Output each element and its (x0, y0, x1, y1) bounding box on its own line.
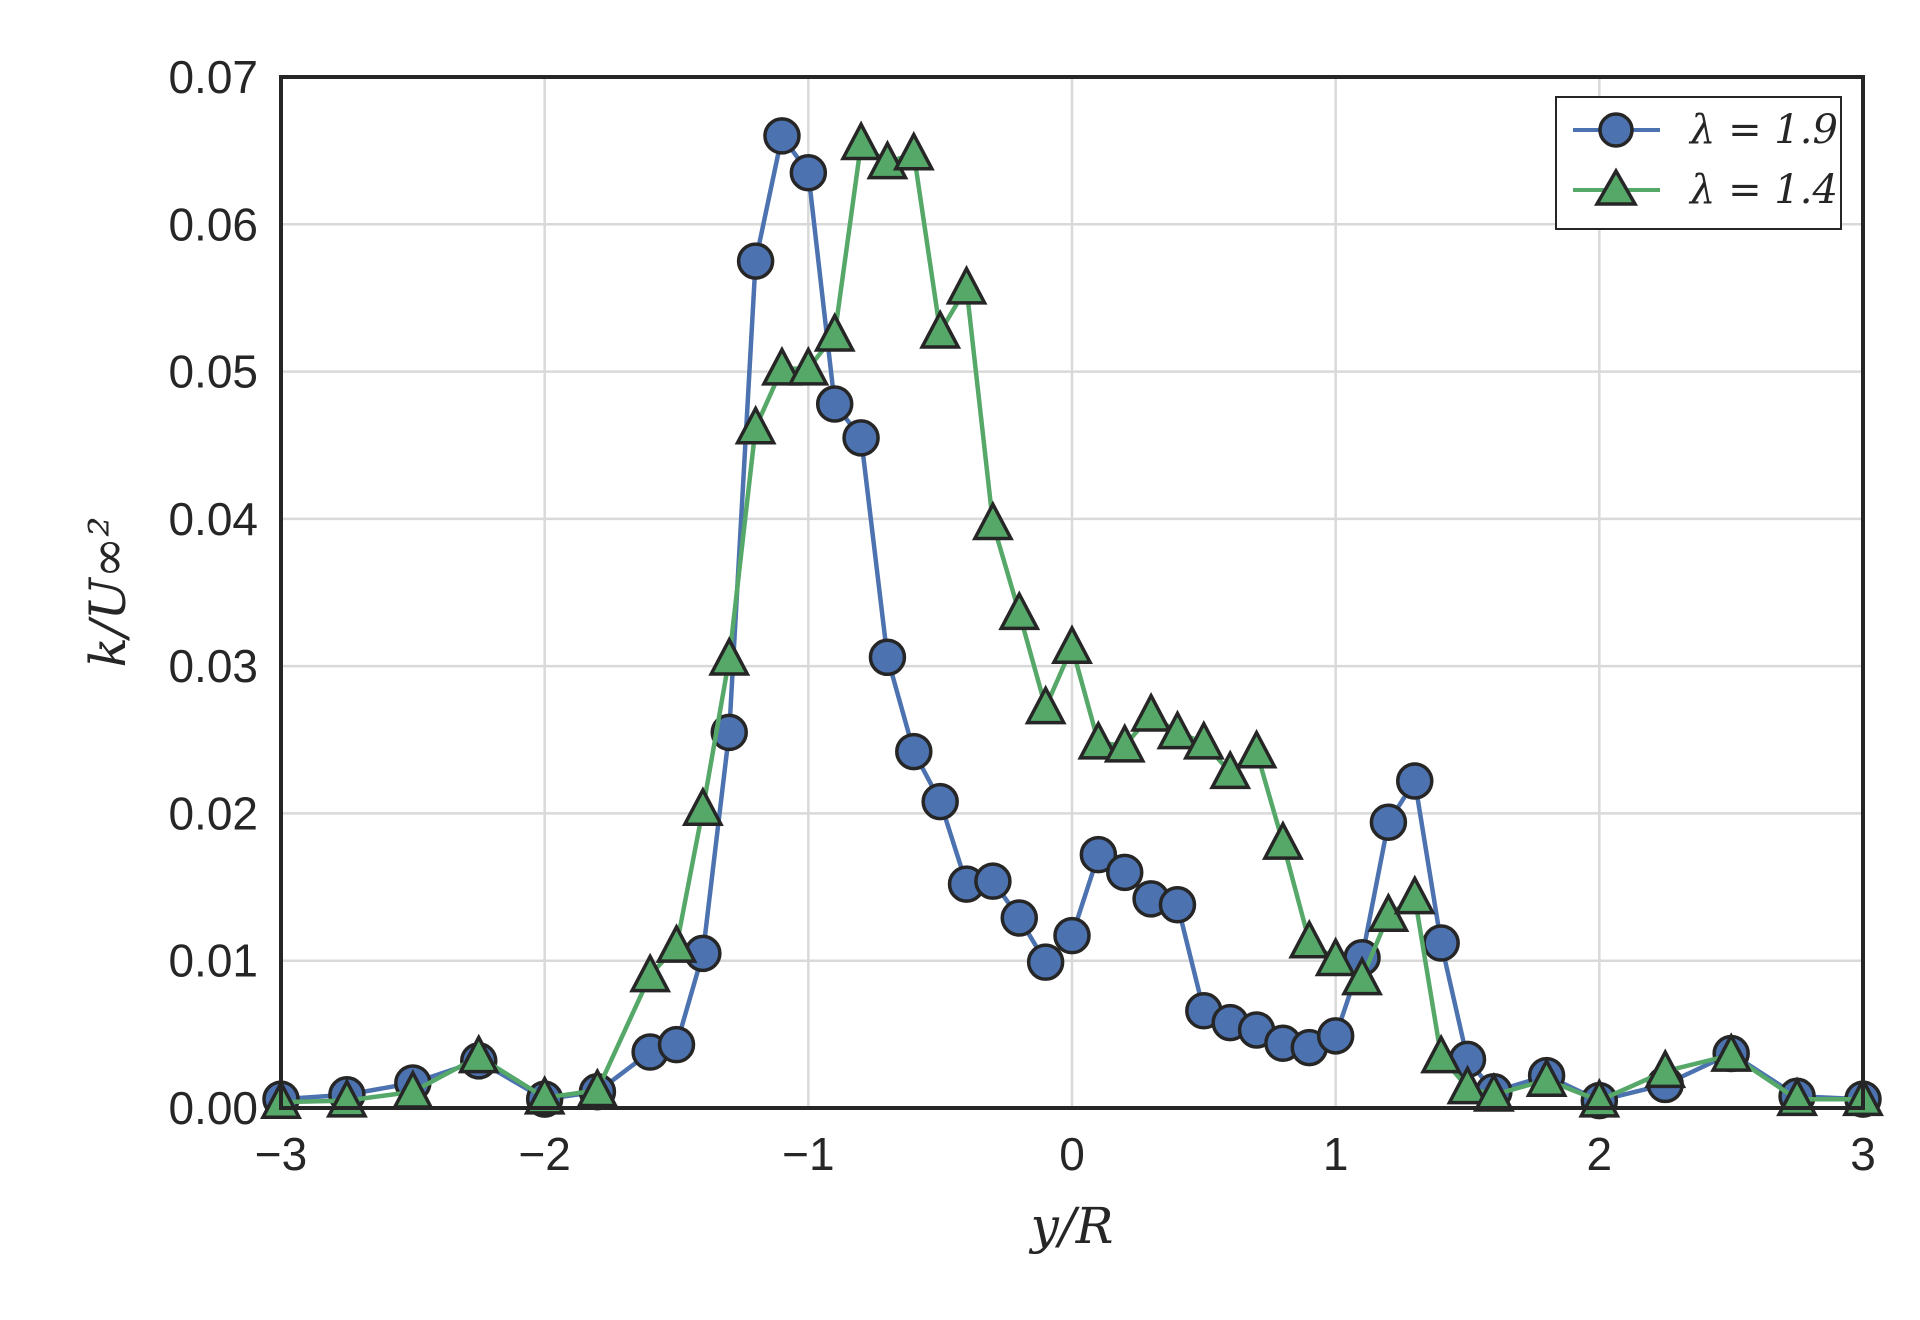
data-point (1235, 728, 1278, 769)
data-point (1396, 762, 1434, 800)
y-tick-label: 0.00 (168, 1082, 258, 1134)
y-tick-label: 0.03 (168, 640, 258, 692)
data-point (710, 713, 748, 752)
data-point (1105, 853, 1144, 892)
x-tick-label: −1 (782, 1128, 834, 1180)
data-point (815, 385, 854, 423)
data-point (895, 732, 933, 771)
data-point (1341, 955, 1383, 996)
data-point (1446, 1064, 1489, 1105)
x-tick-label: 3 (1850, 1128, 1876, 1180)
data-point (736, 242, 775, 280)
data-point (1422, 924, 1460, 962)
data-point (457, 1033, 500, 1074)
data-point (945, 264, 988, 305)
data-point (1053, 916, 1091, 955)
legend-marker-series-2 (1593, 167, 1639, 206)
series-2 (260, 120, 1884, 1120)
plot-frame (279, 75, 1865, 1110)
y-axis-title: k/U∞² (79, 517, 137, 668)
data-point (1261, 820, 1304, 860)
data-point (1079, 835, 1118, 874)
x-tick-label: 1 (1323, 1128, 1349, 1180)
data-point (681, 786, 724, 826)
data-point (1156, 709, 1199, 750)
y-tick-label: 0.02 (168, 787, 258, 839)
data-point (657, 1025, 696, 1064)
data-point (919, 309, 962, 349)
data-point (842, 419, 880, 457)
tick-labels: −3 −2 −1 0 1 2 3 0.00 0.01 0.02 0.03 0.04 0.05 0.06 0.… (168, 51, 1875, 1180)
data-point (1776, 1076, 1819, 1117)
data-point (1710, 1032, 1753, 1072)
y-tick-label: 0.04 (168, 493, 258, 545)
data-point (1420, 1033, 1463, 1074)
series-1 (262, 117, 1882, 1120)
data-point (921, 782, 959, 821)
data-point (840, 120, 883, 161)
data-point (1316, 1017, 1355, 1055)
data-point (789, 153, 828, 192)
data-point (1644, 1048, 1687, 1089)
x-tick-label: −3 (255, 1128, 307, 1180)
data-point (708, 636, 751, 676)
data-point (1288, 918, 1331, 959)
data-point (1103, 722, 1146, 763)
data-point (1314, 936, 1357, 977)
data-point (1525, 1057, 1568, 1097)
data-point (813, 312, 856, 352)
data-point (1182, 719, 1225, 760)
y-tick-label: 0.07 (168, 51, 258, 103)
legend-marker-series-1 (1598, 112, 1634, 148)
series-layer (260, 117, 1884, 1120)
data-point (763, 117, 801, 155)
legend-label-series-1: λ = 1.9 (1688, 107, 1838, 153)
data-point (1130, 691, 1173, 732)
data-point (761, 345, 803, 386)
x-tick-label: 2 (1587, 1128, 1613, 1180)
legend-label-series-2: λ = 1.4 (1688, 167, 1838, 213)
data-point (1000, 899, 1039, 937)
data-point (1369, 803, 1408, 842)
x-axis-title: y/R (1029, 1197, 1114, 1255)
data-point (971, 500, 1014, 541)
y-tick-label: 0.01 (168, 935, 258, 987)
data-point (787, 345, 830, 386)
legend: λ = 1.9 λ = 1.4 (1555, 96, 1842, 230)
data-point (523, 1074, 566, 1115)
y-tick-label: 0.05 (168, 346, 258, 398)
data-point (1209, 749, 1252, 790)
data-point (1393, 874, 1436, 915)
data-point (1158, 885, 1197, 924)
data-point (974, 862, 1012, 900)
data-point (998, 590, 1041, 631)
data-point (734, 404, 777, 445)
data-point (868, 638, 907, 677)
x-tick-label: 0 (1059, 1128, 1085, 1180)
data-point (892, 130, 935, 171)
x-tick-label: −2 (518, 1128, 570, 1180)
y-tick-label: 0.06 (168, 198, 258, 250)
data-point (655, 923, 698, 963)
data-point (1026, 943, 1065, 981)
data-point (576, 1067, 619, 1108)
data-point (1024, 684, 1067, 725)
data-point (1077, 719, 1120, 760)
data-point (629, 952, 672, 993)
data-point (1051, 624, 1093, 664)
